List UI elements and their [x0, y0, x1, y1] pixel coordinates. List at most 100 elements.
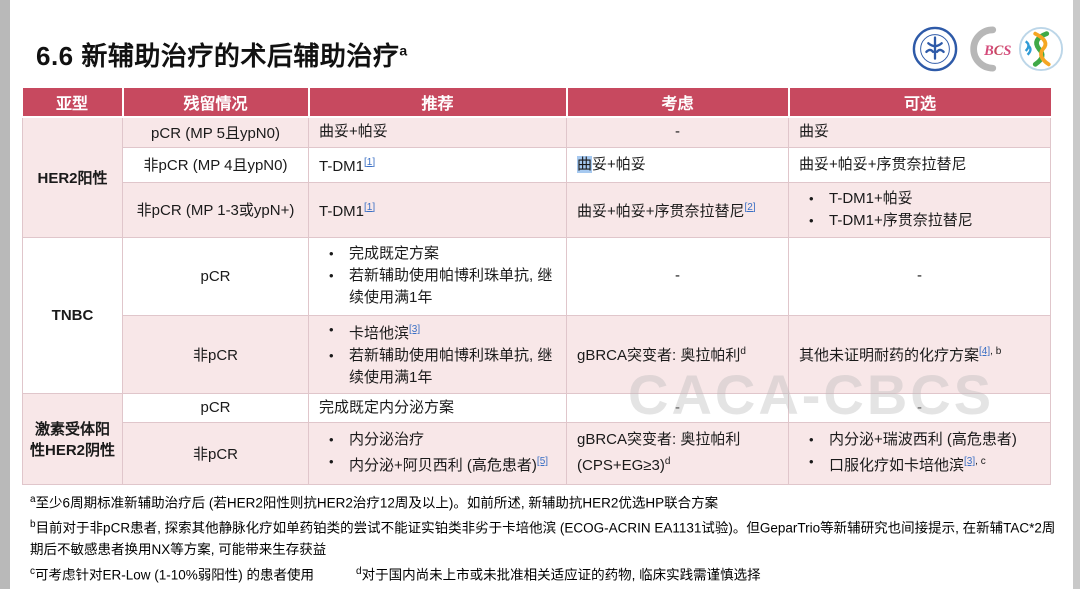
text-line: -: [577, 397, 778, 419]
bullet-icon: •: [809, 212, 814, 228]
bullet-line: • 内分泌+阿贝西利 (高危患者)[5]: [319, 451, 556, 477]
reference-link[interactable]: [1]: [364, 156, 376, 168]
reference-link[interactable]: [3]: [964, 456, 976, 467]
cell-text: T-DM1+序贯奈拉替尼: [829, 211, 973, 229]
cell-text: T-DM1: [319, 202, 364, 220]
page-title-text: 6.6 新辅助治疗的术后辅助治疗: [36, 41, 400, 71]
footnote-a-marker: a: [30, 494, 36, 505]
reference-link[interactable]: [2]: [744, 201, 756, 213]
text-line: gBRCA突变者: 奥拉帕利d: [577, 341, 778, 367]
cell-text: gBRCA突变者: 奥拉帕利: [577, 347, 741, 364]
consider-cell: -: [566, 236, 789, 316]
bullet-icon: •: [329, 432, 334, 447]
text-line: 其他未证明耐药的化疗方案[4], b: [799, 341, 1040, 367]
cell-text: -: [917, 267, 922, 284]
optional-cell: 曲妥: [788, 116, 1051, 148]
optional-cell: • T-DM1+帕妥 • T-DM1+序贯奈拉替尼: [788, 181, 1051, 238]
residual-status-cell: 非pCR: [122, 314, 309, 394]
cell-text: -: [675, 398, 680, 416]
consider-cell: 曲妥+帕妥+序贯奈拉替尼[2]: [566, 181, 789, 238]
superscript-note: , b: [990, 346, 1002, 357]
text-line: -: [799, 397, 1040, 419]
subtype-cell: HER2阳性: [22, 116, 123, 238]
header-consider: 考虑: [566, 88, 790, 118]
bullet-line: • 内分泌+瑞波西利 (高危患者): [799, 429, 1040, 451]
cell-text: 其他未证明耐药的化疗方案: [799, 347, 980, 364]
text-line: T-DM1[1]: [319, 152, 556, 178]
residual-status-cell: 非pCR: [122, 421, 309, 485]
residual-status-cell: pCR (MP 5且ypN0): [122, 116, 309, 148]
bullet-icon: •: [329, 322, 334, 337]
right-edge-strip: [1073, 0, 1080, 589]
header-recommended: 推荐: [308, 88, 568, 118]
cell-text: -: [917, 398, 922, 416]
bullet-line: • 若新辅助使用帕博利珠单抗, 继续使用满1年: [319, 265, 556, 309]
reference-link[interactable]: [3]: [409, 324, 421, 335]
optional-cell: • 内分泌+瑞波西利 (高危患者) • 口服化疗如卡培他滨[3], c: [788, 421, 1051, 485]
page-title: 6.6 新辅助治疗的术后辅助治疗a: [36, 36, 408, 73]
residual-status-cell: 非pCR (MP 1-3或ypN+): [122, 181, 309, 238]
text-line: -: [799, 265, 1040, 287]
recommend-cell: 曲妥+帕妥: [308, 116, 567, 148]
header-optional: 可选: [788, 88, 1051, 118]
cell-text: -: [675, 123, 680, 141]
table-header: 亚型 残留情况 推荐 考虑 可选: [22, 88, 1051, 118]
cell-text: T-DM1: [319, 157, 364, 175]
residual-status-cell: pCR: [122, 392, 309, 423]
footnote-c-marker: c: [30, 565, 35, 577]
consider-cell: -: [566, 392, 789, 423]
highlighted-text: 曲: [577, 155, 593, 173]
consider-cell: -: [566, 116, 789, 148]
cell-text: 曲妥+帕妥+序贯奈拉替尼: [799, 155, 967, 173]
cell-text: 曲妥+帕妥+序贯奈拉替尼: [577, 202, 745, 220]
page-title-superscript: a: [399, 42, 408, 59]
optional-cell: -: [788, 392, 1051, 423]
bullet-icon: •: [329, 454, 334, 469]
cell-text: gBRCA突变者: 奥拉帕利 (CPS+EG≥3): [577, 431, 741, 474]
subtype-cell: 激素受体阳性HER2阴性: [22, 392, 123, 485]
footnote-c: c可考虑针对ER-Low (1-10%弱阳性) 的患者使用: [30, 561, 314, 586]
footnotes: a至少6周期标准新辅助治疗后 (若HER2阳性则抗HER2治疗12周及以上)。如…: [30, 489, 1060, 586]
recommend-cell: • 卡培他滨[3] • 若新辅助使用帕博利珠单抗, 继续使用满1年: [308, 314, 567, 394]
optional-cell: -: [788, 236, 1051, 316]
table-row: 非pCR • 卡培他滨[3] • 若新辅助使用帕博利珠单抗, 继续使用满1年 gBRCA突…: [23, 314, 1051, 394]
reference-link[interactable]: [5]: [536, 456, 549, 467]
bcs-logo-icon: BCS: [970, 26, 1011, 72]
recommend-cell: • 完成既定方案 • 若新辅助使用帕博利珠单抗, 继续使用满1年: [308, 236, 567, 316]
logo-row: BCS: [912, 26, 1064, 72]
text-line: 曲妥: [799, 121, 1040, 143]
bullet-line: • 若新辅助使用帕博利珠单抗, 继续使用满1年: [319, 345, 556, 389]
consider-cell: gBRCA突变者: 奥拉帕利 (CPS+EG≥3)d: [566, 421, 789, 485]
superscript-note: d: [664, 456, 671, 467]
bullet-line: • T-DM1+帕妥: [799, 188, 1040, 210]
reference-link[interactable]: [1]: [364, 201, 376, 213]
cell-text: -: [675, 267, 680, 284]
bullet-line: • 内分泌治疗: [319, 429, 556, 451]
bullet-icon: •: [329, 246, 334, 261]
recommend-cell: T-DM1[1]: [308, 181, 567, 238]
text-line: 曲妥+帕妥: [577, 154, 778, 176]
table-row: HER2阳性 pCR (MP 5且ypN0) 曲妥+帕妥 - 曲妥: [22, 116, 1051, 238]
footnote-cd-row: c可考虑针对ER-Low (1-10%弱阳性) 的患者使用 d对于国内尚未上市或…: [30, 561, 1060, 586]
bullet-line: • 口服化疗如卡培他滨[3], c: [799, 451, 1040, 477]
superscript-note: d: [740, 346, 746, 357]
table-row: TNBC pCR • 完成既定方案 • 若新辅助使用帕博利珠单抗, 继续使用满1年 - -: [22, 236, 1051, 394]
cell-text: T-DM1+帕妥: [829, 189, 913, 207]
optional-cell: 曲妥+帕妥+序贯奈拉替尼: [788, 146, 1051, 183]
header-subtype: 亚型: [22, 88, 124, 118]
consider-cell: 曲妥+帕妥: [566, 146, 789, 183]
text-line: 曲妥+帕妥: [319, 121, 556, 143]
cell-text: 若新辅助使用帕博利珠单抗, 继续使用满1年: [349, 267, 553, 306]
text-line: 完成既定内分泌方案: [319, 397, 556, 419]
reference-link[interactable]: [4]: [979, 346, 991, 357]
text-line: -: [577, 265, 778, 287]
text-line: gBRCA突变者: 奥拉帕利 (CPS+EG≥3)d: [577, 429, 778, 477]
china-anti-cancer-association-logo-icon: [912, 26, 958, 72]
recommend-cell: • 内分泌治疗 • 内分泌+阿贝西利 (高危患者)[5]: [308, 421, 567, 485]
cell-text: 内分泌+阿贝西利 (高危患者): [349, 457, 537, 474]
header-residual-status: 残留情况: [122, 88, 310, 118]
text-line: 曲妥+帕妥+序贯奈拉替尼[2]: [577, 197, 778, 223]
footnote-a: a至少6周期标准新辅助治疗后 (若HER2阳性则抗HER2治疗12周及以上)。如…: [30, 489, 1060, 514]
footnote-b: b目前对于非pCR患者, 探索其他静脉化疗如单药铂类的尝试不能证实铂类非劣于卡培…: [30, 514, 1060, 561]
